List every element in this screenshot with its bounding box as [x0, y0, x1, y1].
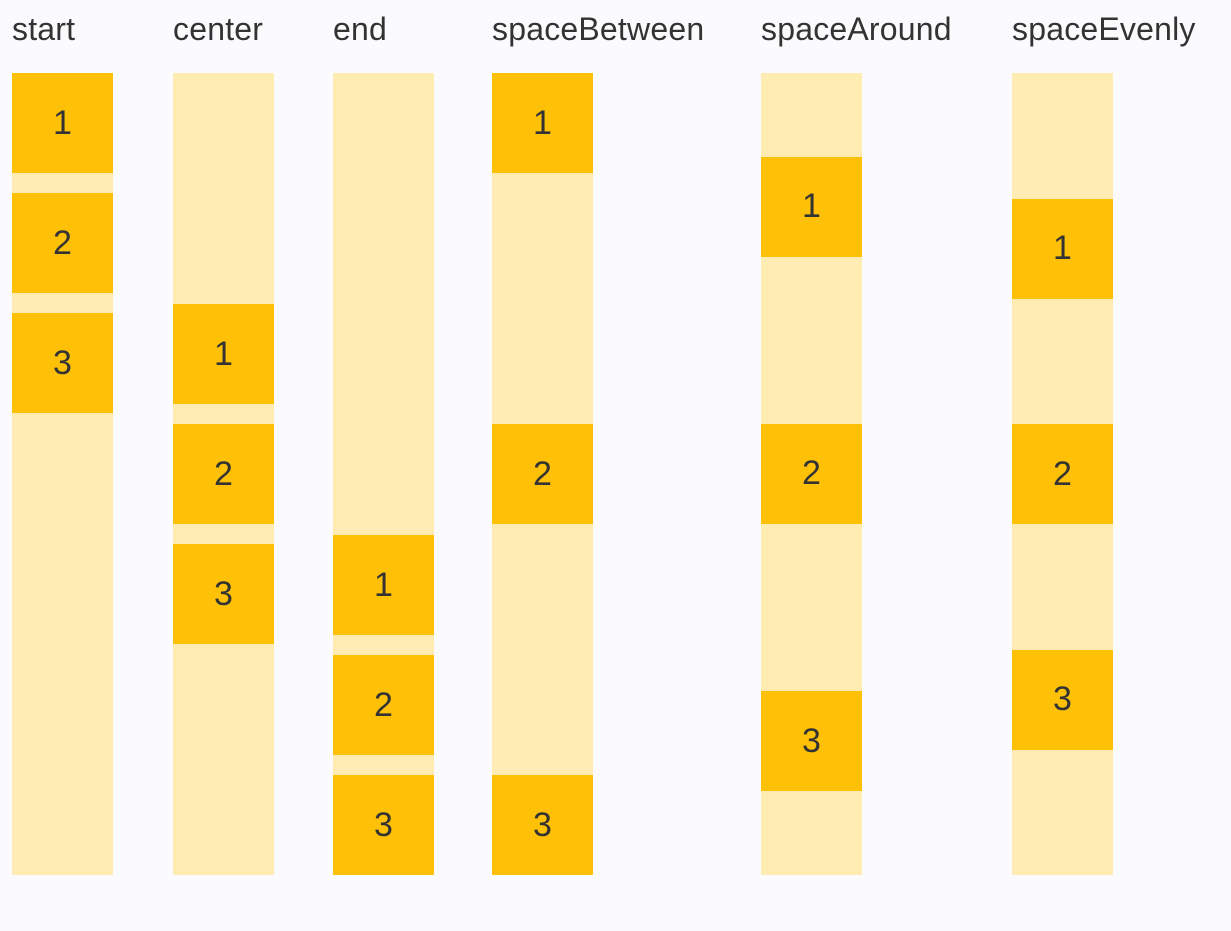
flex-item-box: 3: [12, 313, 113, 413]
flex-item-box: 3: [761, 691, 862, 792]
flex-item-box: 1: [173, 304, 274, 404]
flex-item-box: 2: [761, 423, 862, 524]
flex-item-box: 1: [12, 73, 113, 173]
column-track: 1 2 3: [173, 73, 274, 875]
flex-item-box: 2: [12, 193, 113, 293]
alignment-label: spaceBetween: [492, 11, 705, 47]
alignment-label: center: [173, 11, 264, 47]
flex-item-box: 2: [333, 655, 434, 755]
column-track: 1 2 3: [1012, 73, 1113, 875]
alignment-label: end: [333, 11, 387, 47]
flex-item-box: 3: [492, 775, 593, 875]
column-track: 1 2 3: [761, 73, 862, 875]
alignment-label: spaceEvenly: [1012, 11, 1196, 47]
flex-item-box: 1: [761, 156, 862, 257]
flex-item-box: 3: [1012, 649, 1113, 750]
alignment-label: start: [12, 11, 76, 47]
flex-item-box: 2: [1012, 424, 1113, 524]
flex-item-box: 1: [492, 73, 593, 173]
flex-item-box: 3: [333, 775, 434, 875]
column-track: 1 2 3: [12, 73, 113, 875]
column-track: 1 2 3: [492, 73, 593, 875]
column-track: 1 2 3: [333, 73, 434, 875]
alignment-label: spaceAround: [761, 11, 952, 47]
flex-item-box: 2: [173, 424, 274, 524]
flex-item-box: 1: [1012, 198, 1113, 299]
flex-item-box: 2: [492, 424, 593, 524]
flex-item-box: 3: [173, 544, 274, 644]
flex-item-box: 1: [333, 535, 434, 635]
